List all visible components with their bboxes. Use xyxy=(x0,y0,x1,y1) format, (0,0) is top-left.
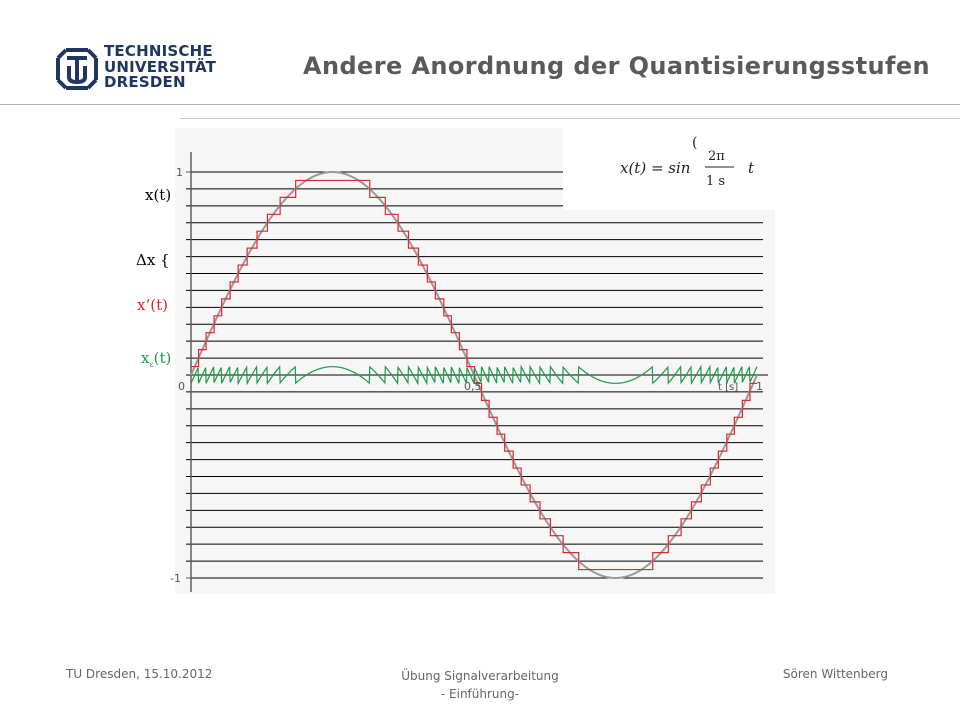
label-x-quantized: x‘(t) xyxy=(137,296,168,314)
formula-lhs: x(t) = sin xyxy=(620,159,690,177)
tick-y-bottom: -1 xyxy=(170,572,181,585)
logo-line-3: DRESDEN xyxy=(104,73,186,91)
label-x: x(t) xyxy=(145,186,171,204)
tick-y-top: 1 xyxy=(176,166,183,179)
tu-dresden-logo xyxy=(56,48,98,90)
tick-x-one: 1 xyxy=(756,380,763,393)
logo-line-2: UNIVERSITÄT xyxy=(104,57,217,76)
formula-denominator: 1 s xyxy=(706,174,725,189)
formula-numerator: 2π xyxy=(708,149,725,164)
footer-course-line-1: Übung Signalverarbeitung xyxy=(401,669,559,683)
formula: x(t) = sin ( 2π 1 s t xyxy=(620,135,755,189)
footer-date: TU Dresden, 15.10.2012 xyxy=(66,667,213,681)
tick-x-half: 0,5 xyxy=(464,380,482,393)
quantization-figure: x(t) Δx { x‘(t) xε(t) 1 -1 0 0,5 1 t [s]… xyxy=(136,128,775,594)
university-name: TECHNISCHE UNIVERSITÄT DRESDEN xyxy=(104,42,217,91)
formula-paren-left: ( xyxy=(692,135,697,151)
quantized-staircase xyxy=(191,179,757,571)
footer-course-line-2: - Einführung- xyxy=(440,687,520,701)
footer-author: Sören Wittenberg xyxy=(782,667,888,681)
quantization-levels xyxy=(186,171,763,579)
header-divider-secondary xyxy=(180,118,960,119)
label-delta-x: Δx { xyxy=(136,251,170,269)
error-signal xyxy=(190,364,758,386)
header-divider xyxy=(0,104,960,105)
slide-title: Andere Anordnung der Quantisierungsstufe… xyxy=(303,52,930,80)
footer-course: Übung Signalverarbeitung - Einführung- xyxy=(0,667,960,703)
formula-box xyxy=(563,128,775,210)
tick-x-zero: 0 xyxy=(178,380,185,393)
axis-unit-label: t [s] xyxy=(718,382,738,393)
formula-variable: t xyxy=(748,159,755,177)
label-x-error: xε(t) xyxy=(141,349,171,369)
logo-line-1: TECHNISCHE xyxy=(104,42,213,60)
